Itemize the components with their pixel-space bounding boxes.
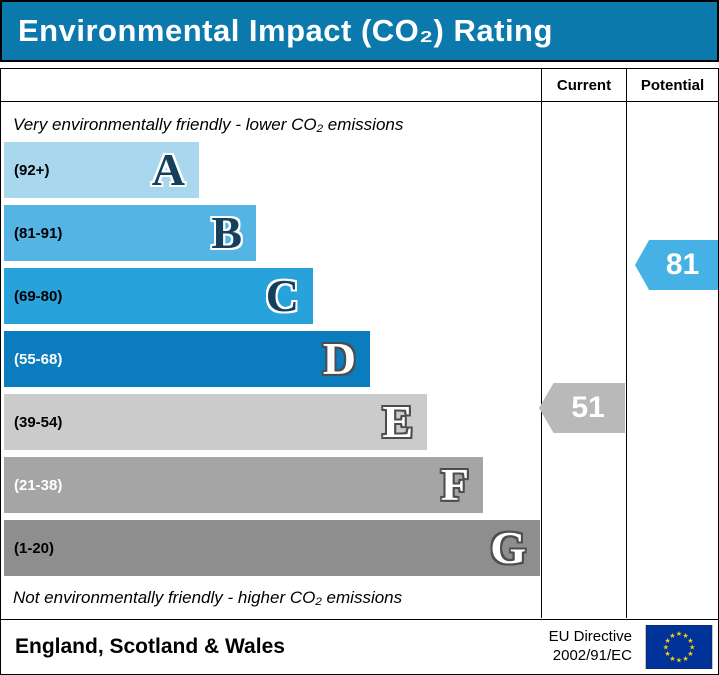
current-column-header: Current (542, 69, 627, 101)
band-range-label: (81-91) (14, 224, 63, 242)
page-title: Environmental Impact (CO₂) Rating (18, 13, 553, 48)
band-letter: A (151, 144, 185, 195)
svg-text:★: ★ (669, 631, 675, 640)
header-spacer (1, 69, 542, 101)
band-letter: C (265, 270, 299, 321)
band-range-label: (1-20) (14, 539, 55, 557)
potential-column-header: Potential (640, 76, 705, 94)
svg-text:★: ★ (669, 654, 675, 663)
eu-directive-label: EU Directive 2002/91/EC (549, 628, 632, 666)
band-range-label: (55-68) (14, 350, 63, 368)
band-bar-d: (55-68) D (4, 331, 370, 387)
potential-rating-arrow: 81 (635, 240, 718, 290)
band-bar-g: (1-20) G (4, 520, 540, 576)
svg-text:★: ★ (682, 654, 688, 663)
eu-directive-line2: 2002/91/EC (552, 647, 632, 664)
band-row-e: (39-54) E (1, 394, 541, 450)
band-bar-c: (69-80) C (4, 268, 313, 324)
current-column (542, 102, 627, 618)
band-bar-e: (39-54) E (4, 394, 427, 450)
bottom-note: Not environmentally friendly - higher CO… (13, 588, 403, 607)
svg-text:★: ★ (663, 642, 669, 651)
region-label: England, Scotland & Wales (15, 635, 285, 658)
band-letter: G (490, 522, 526, 573)
chart-header: Current Potential (1, 69, 718, 102)
band-range-label: (21-38) (14, 476, 63, 494)
svg-text:★: ★ (664, 649, 670, 658)
band-row-g: (1-20) G (1, 520, 541, 576)
band-letter: E (382, 396, 413, 447)
band-row-c: (69-80) C (1, 268, 541, 324)
svg-text:★: ★ (687, 636, 693, 645)
svg-text:★: ★ (664, 636, 670, 645)
svg-text:★: ★ (676, 656, 682, 665)
svg-text:★: ★ (682, 631, 688, 640)
band-range-label: (39-54) (14, 413, 63, 431)
band-bar-a: (92+) A (4, 142, 199, 198)
band-row-a: (92+) A (1, 142, 541, 198)
band-letter: D (322, 333, 356, 384)
title-bar: Environmental Impact (CO₂) Rating (0, 0, 719, 62)
page-footer: England, Scotland & Wales EU Directive 2… (0, 620, 719, 675)
band-row-f: (21-38) F (1, 457, 541, 513)
band-letter: F (440, 459, 469, 510)
rating-chart: Current Potential Very environmentally f… (0, 68, 719, 620)
band-row-d: (55-68) D (1, 331, 541, 387)
chart-body: Very environmentally friendly - lower CO… (1, 102, 718, 618)
band-range-label: (69-80) (14, 287, 63, 305)
band-bar-f: (21-38) F (4, 457, 483, 513)
band-letter: B (211, 207, 242, 258)
eu-directive-line1: EU Directive (548, 628, 632, 646)
bands-area: Very environmentally friendly - lower CO… (1, 102, 542, 618)
band-row-b: (81-91) B (1, 205, 541, 261)
potential-column (627, 102, 718, 618)
eu-flag-icon: ★ ★ ★ ★ ★ ★ ★ ★ ★ ★ ★ ★ (642, 624, 716, 670)
current-rating-arrow: 51 (539, 383, 625, 433)
band-range-label: (92+) (14, 161, 50, 179)
svg-text:★: ★ (689, 642, 695, 651)
band-bar-b: (81-91) B (4, 205, 256, 261)
top-note: Very environmentally friendly - lower CO… (13, 115, 404, 134)
svg-text:★: ★ (687, 649, 693, 658)
svg-text:★: ★ (676, 629, 682, 638)
